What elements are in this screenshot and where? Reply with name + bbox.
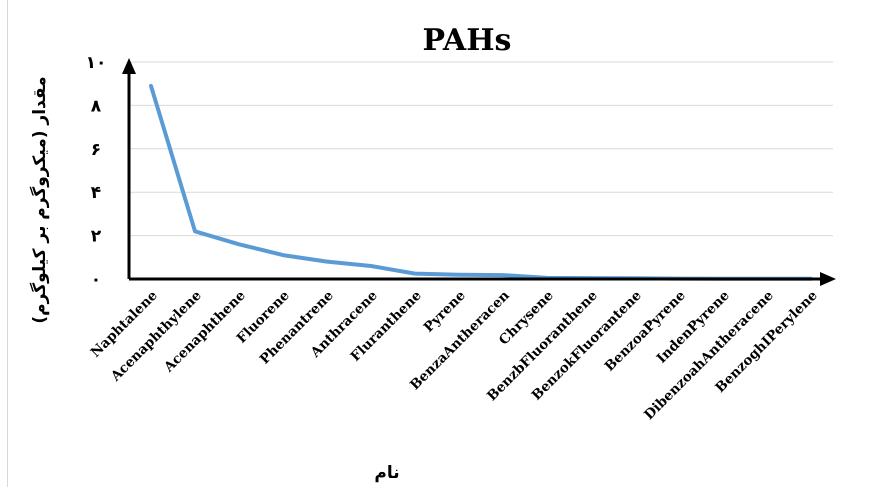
y-tick-labels: ۰ ۲ ۴ ۶ ۸ ۱۰	[86, 53, 107, 290]
y-tick-label-3: ۶	[91, 140, 101, 160]
y-tick-label-2: ۴	[91, 183, 101, 203]
x-tick-label-12: BenzoaPyrene	[602, 288, 689, 375]
data-series	[149, 83, 813, 281]
gridlines	[129, 61, 833, 237]
y-axis-label: مقدار (میکروگرم بر کیلوگرم)	[29, 76, 50, 323]
x-axis-label: نام	[374, 463, 399, 483]
x-tick-labels: NaphtaleneAcenaphthyleneAcenaphtheneFluo…	[88, 287, 821, 423]
y-tick-label-0: ۰	[91, 270, 101, 290]
y-tick-label-5: ۱۰	[86, 53, 107, 73]
chart-title: PAHs	[423, 23, 512, 58]
y-tick-label-1: ۲	[91, 227, 102, 247]
axes	[122, 58, 836, 286]
series-line-0	[149, 83, 813, 281]
x-tick-label-2: Acenaphthene	[160, 288, 248, 376]
y-axis-arrow	[122, 58, 136, 74]
y-tick-label-4: ۸	[91, 96, 102, 116]
chart-area	[7, 0, 880, 487]
x-axis-arrow	[820, 272, 836, 286]
